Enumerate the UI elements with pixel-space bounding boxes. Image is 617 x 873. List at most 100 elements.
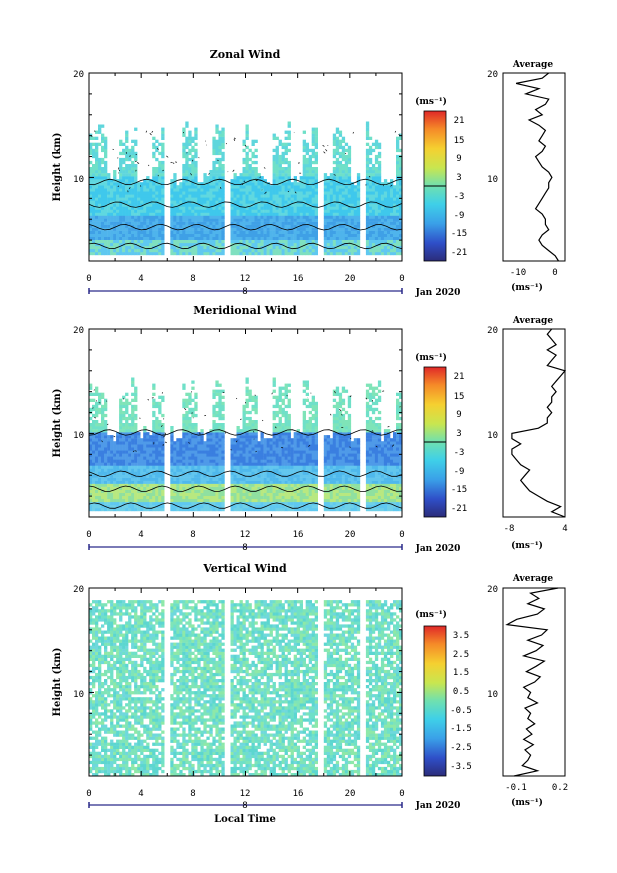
heatmap-cell (134, 179, 138, 183)
heatmap-cell (308, 176, 312, 180)
heatmap-cell (116, 471, 120, 475)
heatmap-cell (128, 474, 132, 478)
heatmap-cell (98, 483, 102, 487)
heatmap-cell (155, 218, 159, 222)
heatmap-cell (399, 242, 403, 247)
heatmap-cell (131, 483, 135, 487)
heatmap-cell (239, 200, 243, 204)
heatmap-cell (266, 474, 270, 478)
heatmap-cell (371, 142, 376, 146)
heatmap-cell (239, 242, 243, 247)
heatmap-cell (230, 501, 234, 506)
heatmap-cell (278, 160, 282, 165)
heatmap-cell (329, 236, 334, 240)
heatmap-cell (254, 154, 258, 159)
heatmap-cell (278, 218, 282, 222)
heatmap-cell (116, 480, 120, 484)
heatmap-cell (158, 212, 162, 216)
heatmap-cell (248, 395, 252, 399)
contour-fragment (151, 130, 154, 133)
heatmap-cell (236, 432, 240, 436)
heatmap-cell (119, 203, 123, 207)
heatmap-cell (194, 248, 198, 253)
heatmap-cell (146, 191, 150, 195)
heatmap-cell (188, 130, 192, 134)
heatmap-cell (122, 456, 126, 460)
heatmap-cell (161, 435, 165, 439)
heatmap-cell (239, 483, 243, 487)
heatmap-cell (158, 441, 162, 445)
heatmap-cell (161, 245, 165, 250)
heatmap-cell (290, 191, 294, 195)
heatmap-cell (134, 456, 138, 460)
heatmap-cell (311, 218, 315, 222)
heatmap-cell (221, 504, 225, 509)
heatmap-cell (119, 398, 123, 402)
heatmap-cell (347, 203, 352, 207)
heatmap-cell (140, 197, 144, 201)
heatmap-cell (98, 203, 102, 207)
heatmap-cell (134, 170, 138, 174)
heatmap-cell (393, 200, 397, 204)
heatmap-cell (125, 221, 129, 225)
heatmap-cell (104, 151, 108, 156)
heatmap-cell (275, 170, 279, 174)
heatmap-cell (146, 447, 150, 451)
heatmap-cell (239, 239, 243, 244)
heatmap-cell (275, 200, 279, 204)
heatmap-cell (254, 236, 258, 240)
heatmap-cell (191, 245, 195, 250)
heatmap-cell (311, 148, 315, 153)
heatmap-cell (326, 185, 331, 189)
heatmap-cell (212, 194, 216, 198)
heatmap-cell (89, 447, 93, 451)
heatmap-cell (197, 471, 201, 475)
heatmap-cell (146, 242, 150, 247)
heatmap-cell (263, 221, 267, 225)
heatmap-cell (125, 401, 129, 406)
heatmap-cell (399, 206, 403, 210)
heatmap-cell (233, 483, 237, 487)
heatmap-cell (314, 160, 318, 165)
heatmap-cell (254, 453, 258, 457)
heatmap-cell (191, 154, 195, 159)
heatmap-cell (182, 432, 186, 436)
heatmap-cell (125, 489, 129, 493)
heatmap-cell (305, 206, 309, 210)
heatmap-cell (197, 224, 201, 228)
heatmap-cell (119, 176, 123, 180)
heatmap-cell (104, 498, 108, 503)
heatmap-cell (152, 447, 156, 451)
heatmap-cell (161, 188, 165, 192)
heatmap-cell (338, 160, 343, 165)
heatmap-cell (293, 251, 297, 256)
heatmap-cell (221, 218, 225, 222)
heatmap-cell (374, 206, 379, 210)
heatmap-cell (233, 450, 237, 454)
heatmap-cell (329, 227, 334, 231)
heatmap-cell (314, 197, 318, 201)
heatmap-cell (212, 483, 216, 487)
heatmap-cell (119, 486, 123, 490)
heatmap-cell (128, 248, 132, 253)
heatmap-cell (107, 459, 111, 463)
heatmap-cell (137, 447, 141, 451)
heatmap-cell (263, 233, 267, 237)
heatmap-cell (125, 157, 129, 162)
heatmap-cell (233, 191, 237, 195)
heatmap-cell (287, 124, 291, 128)
heatmap-cell (248, 438, 252, 442)
heatmap-cell (188, 450, 192, 454)
heatmap-cell (251, 194, 255, 198)
heatmap-cell (176, 465, 180, 469)
heatmap-cell (236, 492, 240, 496)
heatmap-cell (101, 236, 105, 240)
heatmap-cell (152, 179, 156, 183)
heatmap-cell (134, 185, 138, 189)
heatmap-cell (390, 248, 394, 253)
heatmap-cell (290, 218, 294, 222)
heatmap-cell (101, 212, 105, 216)
heatmap-cell (302, 215, 306, 219)
heatmap-cell (332, 185, 337, 189)
heatmap-cell (275, 154, 279, 159)
